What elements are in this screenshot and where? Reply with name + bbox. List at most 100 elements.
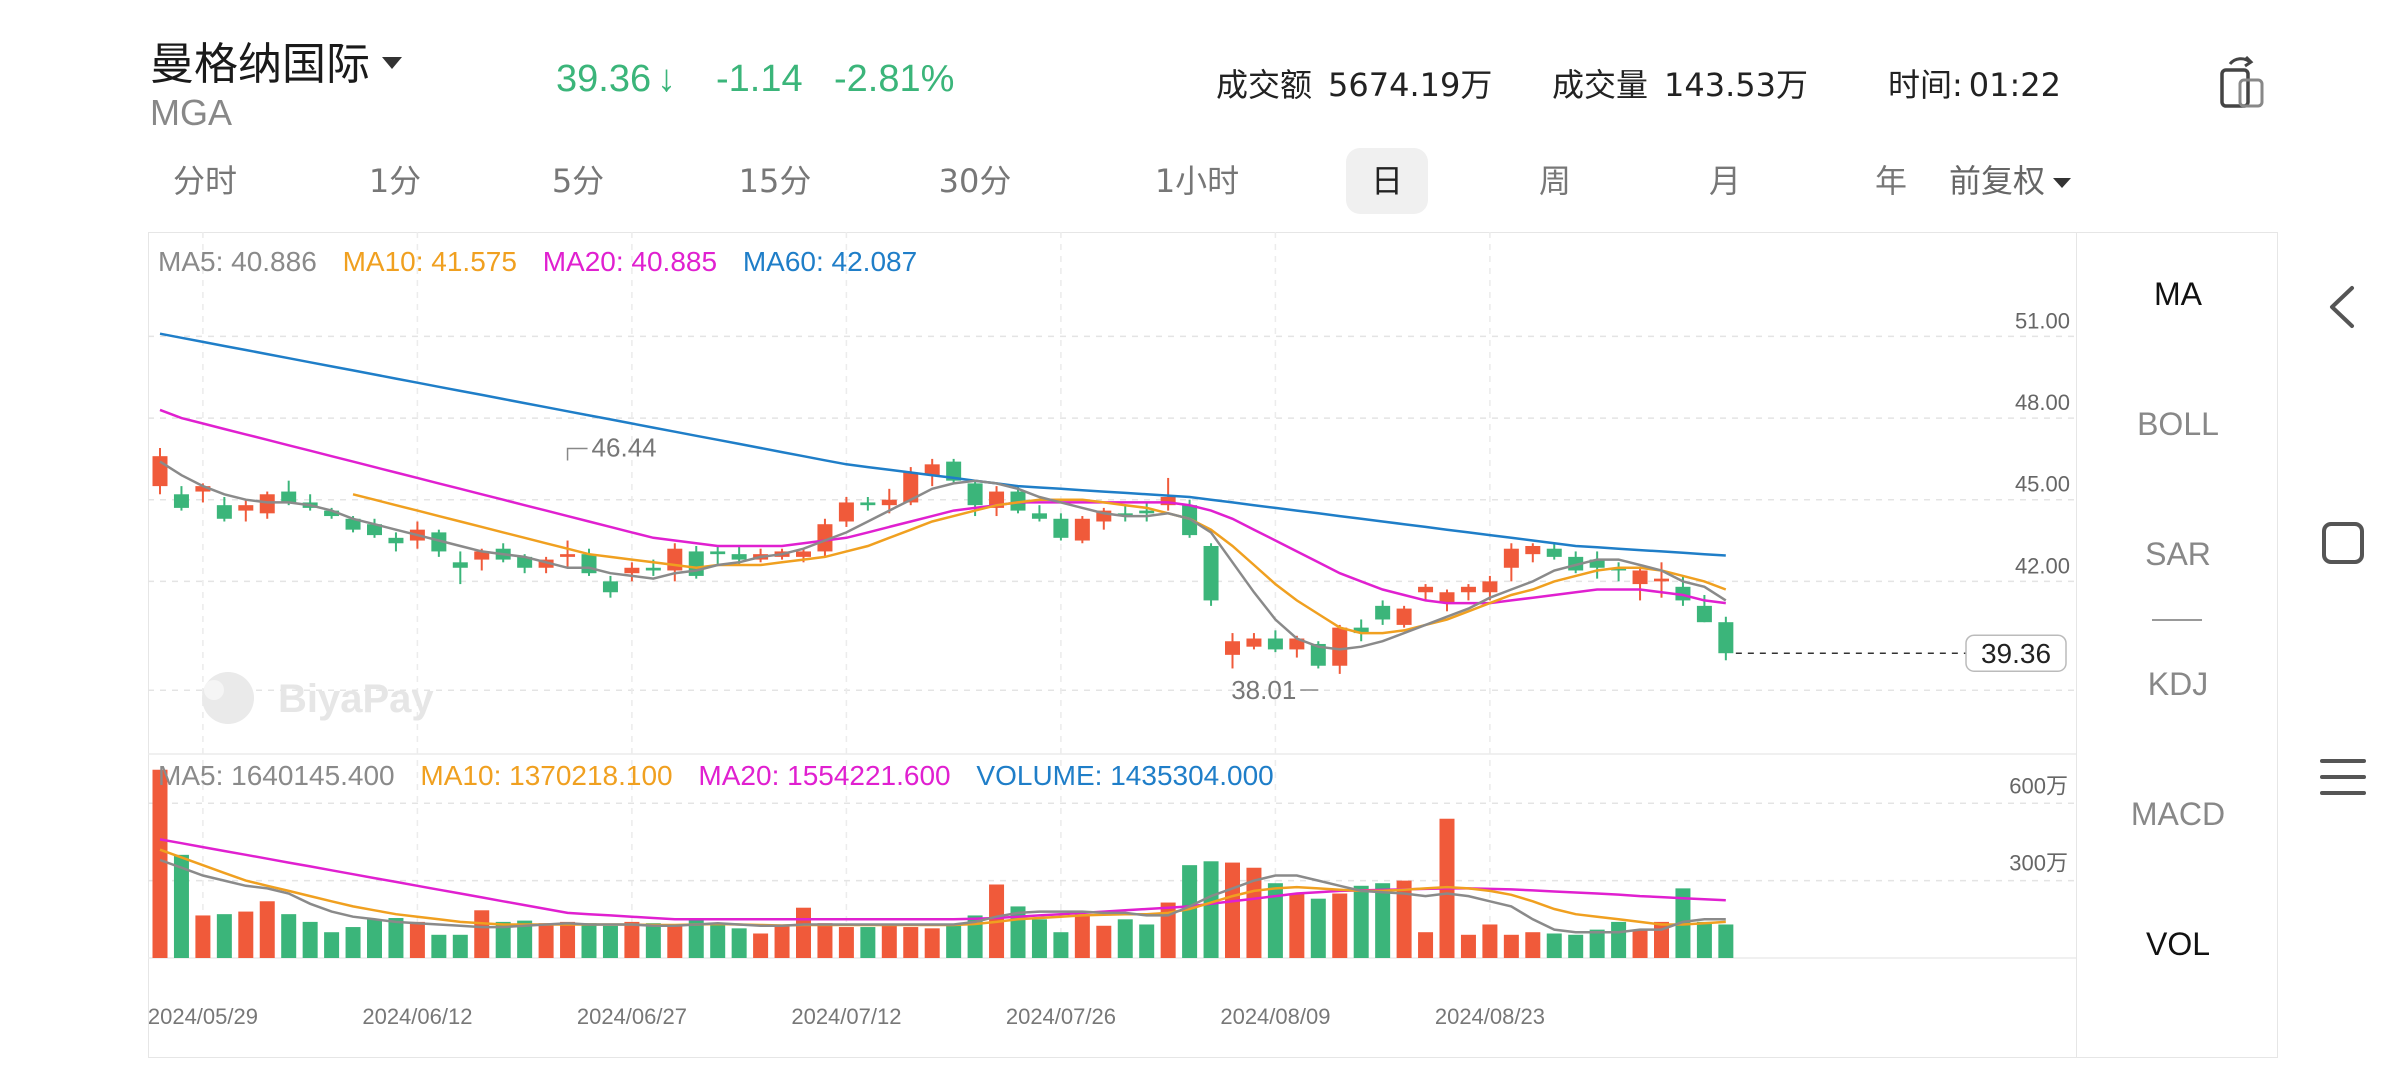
- candle-body: [324, 510, 340, 517]
- volume-bar: [495, 921, 511, 958]
- rotate-screen-icon[interactable]: [2218, 56, 2266, 110]
- candle-body: [1031, 513, 1047, 519]
- time-label: 时间:: [1888, 66, 1963, 104]
- kline-chart[interactable]: 46.44 38.01 39.36 51.00 48.00 45.00 42.00 2024…: [148, 232, 2076, 1058]
- legend-volume: VOLUME: 1435304.000: [976, 760, 1274, 791]
- volume-bar: [1375, 883, 1391, 958]
- chart-panel: [148, 232, 2278, 1058]
- tab-5min[interactable]: 5分: [551, 162, 605, 200]
- ma10-line: [352, 493, 1727, 635]
- indicator-boll[interactable]: BOLL: [2137, 406, 2219, 442]
- date-tick-label: 2024/06/27: [577, 1004, 687, 1029]
- indicator-kdj[interactable]: KDJ: [2147, 666, 2209, 702]
- candle-body: [560, 554, 576, 557]
- vol-ma10-line: [159, 848, 1726, 927]
- down-arrow-icon: ↓: [657, 58, 677, 100]
- candle-body: [1503, 548, 1519, 568]
- volume-bar: [753, 933, 769, 958]
- price-tick-label: 45.00: [2015, 472, 2070, 497]
- volume-bar: [1718, 924, 1734, 958]
- legend-ma10: MA10: 41.575: [342, 246, 517, 277]
- volume-bar: [645, 923, 661, 958]
- volume-bar: [388, 918, 404, 958]
- candle-body: [238, 505, 254, 511]
- candle-body: [710, 551, 726, 555]
- volume-bar: [581, 923, 597, 958]
- volume-bar: [1525, 932, 1541, 958]
- turnover-value: 5674.19万: [1328, 66, 1493, 104]
- volume-bar: [903, 927, 919, 958]
- legend-ma60: MA60: 42.087: [742, 246, 918, 277]
- home-icon[interactable]: [2318, 518, 2368, 568]
- candle-body: [216, 505, 232, 519]
- candle-body: [1418, 586, 1434, 593]
- tab-year[interactable]: 年: [1874, 162, 1907, 200]
- indicator-macd[interactable]: MACD: [2130, 796, 2226, 832]
- candle-body: [1718, 622, 1734, 654]
- candle-body: [1353, 627, 1369, 634]
- volume-bar: [1310, 898, 1326, 958]
- volume-bar: [1418, 932, 1434, 958]
- legend-vol-ma20: MA20: 1554221.600: [698, 760, 951, 791]
- adjust-label: 前复权: [1948, 162, 2045, 200]
- candle-body: [1096, 510, 1112, 522]
- last-price-label: 39.36: [1981, 638, 2051, 669]
- volume-tick-label: 600万: [2009, 773, 2068, 798]
- vol-ma5-line: [159, 858, 1726, 934]
- tab-30min[interactable]: 30分: [938, 162, 1012, 200]
- indicator-ma[interactable]: MA: [2154, 276, 2202, 312]
- indicator-vol[interactable]: VOL: [2145, 926, 2211, 962]
- price-tick-label: 42.00: [2015, 553, 2070, 578]
- volume-bar: [345, 927, 361, 958]
- volume-bar: [924, 928, 940, 958]
- volume-bar: [667, 925, 683, 958]
- tab-day[interactable]: 日: [1346, 148, 1428, 214]
- volume-bar: [1203, 861, 1219, 958]
- volume-bar: [796, 907, 811, 958]
- volume-bar: [173, 854, 189, 958]
- stock-name-dropdown[interactable]: 曼格纳国际: [150, 28, 402, 92]
- tab-month[interactable]: 月: [1708, 162, 1741, 200]
- date-tick-label: 2024/08/09: [1220, 1004, 1330, 1029]
- volume-bar: [1503, 934, 1519, 958]
- legend-ma20: MA20: 40.885: [542, 246, 718, 277]
- price-tick-label: 51.00: [2015, 308, 2070, 333]
- vol-ma20-line: [159, 838, 1726, 921]
- volume-bar: [409, 921, 425, 958]
- tab-15min[interactable]: 15分: [738, 162, 812, 200]
- candle-body: [1203, 545, 1219, 601]
- legend-vol-ma10: MA10: 1370218.100: [420, 760, 673, 791]
- volume-bar: [431, 934, 447, 958]
- back-icon[interactable]: [2318, 282, 2368, 332]
- candle-body: [924, 464, 940, 476]
- tab-1hour[interactable]: 1小时: [1154, 162, 1240, 200]
- candle-body: [431, 532, 447, 552]
- indicator-sar[interactable]: SAR: [2145, 536, 2211, 572]
- volume-bar: [1482, 924, 1498, 958]
- date-tick-label: 2024/07/12: [791, 1004, 901, 1029]
- legend-vol-ma5: MA5: 1640145.400: [158, 760, 395, 791]
- candle-body: [1482, 581, 1498, 593]
- volume-bar: [259, 901, 275, 958]
- low-annotation: 38.01: [1231, 675, 1296, 705]
- volume-bar: [1611, 921, 1627, 958]
- annotation-leader: [566, 447, 588, 461]
- stock-name: 曼格纳国际: [150, 39, 370, 90]
- volume-tick-label: 300万: [2009, 851, 2068, 876]
- volume-bar: [560, 921, 576, 958]
- adjust-dropdown[interactable]: 前复权: [1940, 148, 2080, 214]
- candle-body: [817, 524, 833, 552]
- candle-body: [903, 472, 919, 503]
- volume-bar: [1139, 924, 1155, 958]
- candle-body: [1654, 578, 1669, 582]
- tab-1min[interactable]: 1分: [368, 162, 422, 200]
- volume-bar: [1589, 929, 1605, 958]
- candle-body: [1117, 513, 1133, 517]
- candle-body: [967, 483, 983, 506]
- candle-body: [1439, 592, 1455, 604]
- tab-week[interactable]: 周: [1538, 162, 1571, 200]
- menu-icon[interactable]: [2318, 752, 2368, 802]
- ma5-line: [159, 460, 1727, 651]
- tab-timeshare[interactable]: 分时: [172, 162, 237, 200]
- volume-bar: [324, 932, 340, 958]
